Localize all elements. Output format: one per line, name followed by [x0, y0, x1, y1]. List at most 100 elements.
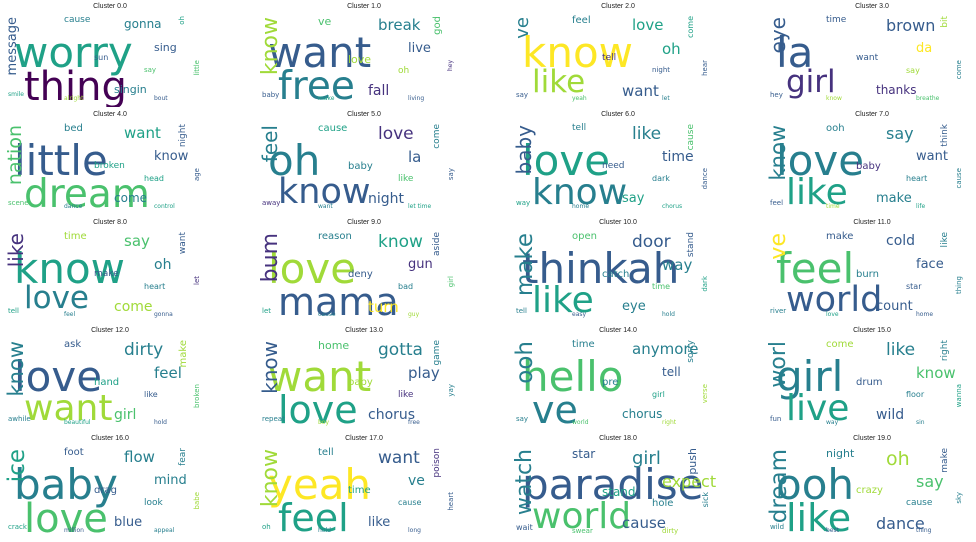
cloud-word: like: [368, 515, 391, 530]
cloud-word: oh: [178, 16, 186, 25]
cloud-word: worry: [14, 28, 133, 77]
cloud-word: poison: [432, 448, 442, 478]
cloud-word: boy: [318, 419, 330, 426]
cloud-word: ve: [766, 233, 791, 260]
cloud-word: time: [572, 339, 595, 350]
cloud-word: time: [348, 485, 371, 496]
cloud-word: know: [522, 28, 633, 77]
cloud-word: love: [278, 388, 358, 431]
cloud-word: hold: [318, 527, 331, 534]
cluster-panel: Cluster 13.0 want love know gotta play chorus g…: [258, 326, 470, 431]
cloud-word: heart: [144, 282, 166, 291]
cloud-word: chorus: [622, 407, 663, 421]
cloud-word: world: [532, 496, 632, 537]
cloud-word: want: [622, 82, 659, 100]
cluster-panel: Cluster 15.0 girl live worl like know wild righ…: [766, 326, 976, 431]
word-cloud: love want know dirty feel girl make ask hand like…: [4, 336, 216, 431]
cloud-word: say: [622, 191, 645, 206]
cloud-word: let: [662, 95, 670, 102]
cloud-word: anymore: [632, 340, 699, 358]
cluster-panel: Cluster 5.0 oh know feel love la night come caus…: [258, 110, 470, 215]
cloud-word: open: [572, 231, 597, 242]
cloud-word: know: [258, 17, 283, 76]
cloud-word: heart: [906, 174, 928, 183]
cloud-word: world: [572, 419, 589, 426]
cloud-word: cause: [686, 124, 696, 151]
cloud-word: star: [572, 447, 596, 461]
cloud-word: feel: [278, 496, 349, 539]
cloud-word: play: [408, 364, 440, 382]
cluster-panel: Cluster 8.0 know love like say oh come want time…: [4, 218, 216, 323]
cluster-title: Cluster 13.0: [345, 327, 383, 334]
cloud-word: stand: [602, 485, 636, 499]
cloud-word: live: [786, 388, 850, 429]
cluster-title: Cluster 14.0: [599, 327, 637, 334]
cloud-word: like: [632, 124, 662, 144]
cloud-word: dirty: [124, 340, 164, 360]
cloud-word: oh: [398, 66, 410, 76]
cluster-title: Cluster 1.0: [347, 3, 381, 10]
cloud-word: know: [258, 341, 282, 394]
cloud-word: heart: [447, 492, 455, 511]
cloud-word: free: [408, 419, 420, 426]
cluster-panel: Cluster 4.0 little dream nation want know come…: [4, 110, 216, 215]
cloud-word: night: [826, 447, 855, 460]
cloud-word: best: [826, 527, 839, 534]
cloud-word: breathe: [916, 95, 940, 102]
cloud-word: tell: [318, 447, 334, 458]
cluster-panel: Cluster 9.0 love mama bum know gun turn aside re…: [258, 218, 470, 323]
cloud-word: night: [368, 191, 405, 207]
cloud-word: dirty: [662, 527, 679, 535]
cloud-word: like: [886, 340, 916, 360]
cloud-word: like: [786, 496, 852, 539]
cloud-word: baby: [14, 460, 118, 509]
cloud-word: mind: [154, 473, 187, 488]
cloud-word: love: [348, 53, 372, 66]
cloud-word: ice: [4, 449, 30, 483]
cluster-panel: Cluster 19.0 ooh like dream oh say dance make ni…: [766, 434, 976, 539]
cloud-word: girl: [114, 407, 137, 423]
cloud-word: like: [4, 233, 28, 268]
cloud-word: dream: [766, 449, 792, 524]
cloud-word: know: [14, 244, 125, 293]
cluster-title: Cluster 17.0: [345, 435, 383, 442]
cloud-word: dance: [876, 514, 925, 533]
word-cloud: love mama bum know gun turn aside reason deny bad…: [258, 228, 470, 323]
cloud-word: like: [786, 172, 848, 213]
cloud-word: wait: [516, 523, 533, 532]
cloud-word: face: [916, 257, 944, 272]
cloud-word: time: [64, 231, 87, 242]
cloud-word: gonna: [154, 311, 173, 318]
cloud-word: oh: [154, 257, 172, 273]
cloud-word: hey: [770, 91, 783, 99]
cloud-word: la: [776, 28, 814, 77]
cloud-word: girl: [447, 276, 455, 288]
cloud-word: head: [144, 174, 164, 183]
cloud-word: turn: [368, 298, 399, 316]
cloud-word: tell: [572, 123, 587, 133]
cloud-word: guy: [408, 311, 420, 318]
cloud-word: make: [876, 191, 912, 206]
cloud-word: god: [432, 16, 443, 35]
cloud-word: make: [940, 448, 950, 473]
cloud-word: drum: [856, 377, 883, 388]
cloud-word: ve: [408, 473, 425, 489]
cloud-word: drag: [94, 485, 117, 496]
cloud-word: night: [652, 66, 671, 74]
word-cloud: girl live worl like know wild right come drum flo…: [766, 336, 976, 431]
cloud-word: living: [408, 95, 425, 102]
cloud-word: nation: [4, 125, 26, 186]
word-cloud: love know baby like time say cause tell need dark…: [512, 120, 724, 215]
word-cloud: know love like say oh come want time make heart te…: [4, 228, 216, 323]
cloud-word: dance: [64, 203, 83, 210]
cloud-word: aside: [432, 232, 442, 256]
cloud-word: girl: [652, 390, 665, 399]
cloud-word: million: [64, 527, 84, 534]
cloud-word: come: [826, 339, 854, 350]
cluster-title: Cluster 6.0: [601, 111, 635, 118]
cloud-word: let: [262, 307, 271, 315]
cloud-word: live: [408, 41, 431, 56]
cloud-word: bad: [398, 282, 414, 291]
cloud-word: like: [532, 280, 594, 321]
cluster-title: Cluster 7.0: [855, 111, 889, 118]
